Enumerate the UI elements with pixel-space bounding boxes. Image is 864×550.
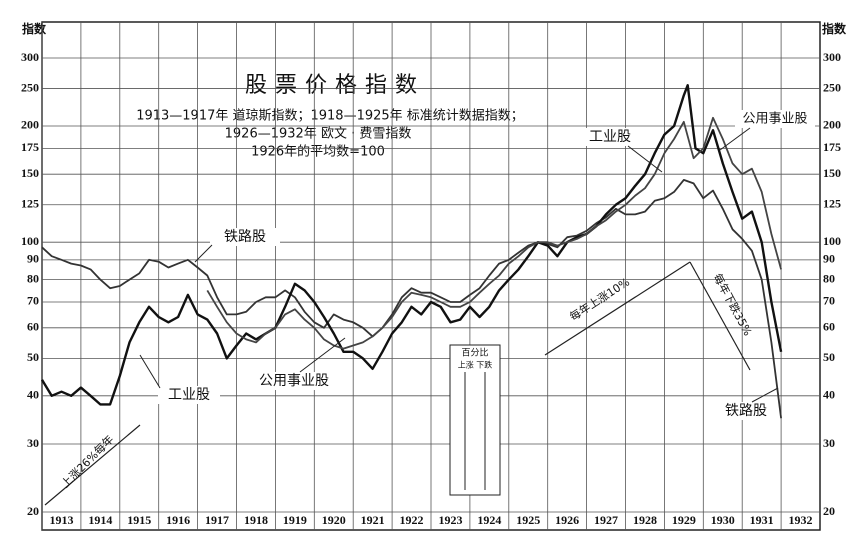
subtitle: 1913—1917年 道琼斯指数；1918—1925年 标准统计数据指数；: [136, 109, 524, 124]
x-tick-label: 1921: [361, 513, 385, 527]
y-tick-label: 90: [27, 252, 39, 266]
x-tick-label: 1927: [594, 513, 618, 527]
chart-title: 股票价格指数: [245, 73, 425, 98]
y-tick-label: 150: [21, 166, 39, 180]
subtitle: 1926年的平均数=100: [251, 144, 385, 160]
y-tick-label: 40: [823, 388, 835, 402]
y-tick-label: 125: [823, 197, 841, 211]
x-tick-label: 1919: [283, 513, 307, 527]
leader-line: [719, 127, 751, 151]
series-label: 公用事业股: [742, 112, 807, 127]
x-tick-label: 1914: [88, 513, 112, 527]
y-tick-label: 20: [823, 504, 835, 518]
y-tick-label: 125: [21, 197, 39, 211]
y-tick-label: 250: [823, 80, 841, 94]
y-tick-label: 300: [21, 50, 39, 64]
leader-line: [627, 145, 663, 173]
trend-line: [689, 261, 751, 371]
x-tick-label: 1923: [438, 513, 462, 527]
x-tick-label: 1926: [555, 513, 579, 527]
x-tick-label: 1924: [477, 513, 501, 527]
x-tick-label: 1932: [789, 513, 813, 527]
y-tick-label: 60: [27, 320, 39, 334]
series-line: [41, 179, 782, 419]
y-tick-label: 70: [27, 294, 39, 308]
inset-label: 百分比: [461, 347, 488, 359]
y-axis-label: 指数: [822, 21, 847, 36]
y-tick-label: 100: [21, 234, 39, 248]
series-line: [206, 116, 782, 350]
series-label: 工业股: [168, 387, 210, 403]
y-tick-label: 50: [27, 350, 39, 364]
y-tick-label: 80: [823, 271, 835, 285]
title-backdrop: [185, 70, 485, 100]
x-tick-label: 1922: [400, 513, 424, 527]
x-tick-label: 1915: [127, 513, 151, 527]
leader-line: [139, 354, 161, 389]
x-tick-label: 1925: [516, 513, 540, 527]
y-tick-label: 300: [823, 50, 841, 64]
x-tick-label: 1930: [711, 513, 735, 527]
leader-line: [751, 387, 779, 403]
series-label: 公用事业股: [259, 373, 329, 389]
label-backdrop: [158, 386, 220, 404]
series-label: 工业股: [589, 129, 631, 145]
x-tick-label: 1917: [205, 513, 229, 527]
y-tick-label: 80: [27, 271, 39, 285]
y-tick-label: 175: [21, 140, 39, 154]
y-tick-label: 30: [27, 436, 39, 450]
x-tick-label: 1920: [322, 513, 346, 527]
leader-line: [194, 244, 213, 263]
trend-line: [544, 261, 691, 356]
series-label: 铁路股: [725, 403, 767, 419]
x-tick-label: 1931: [750, 513, 774, 527]
inset-label: 上涨 下跌: [458, 360, 493, 370]
label-backdrop: [735, 110, 815, 128]
y-tick-label: 250: [21, 80, 39, 94]
x-tick-label: 1928: [633, 513, 657, 527]
leader-line: [299, 337, 346, 373]
y-tick-label: 20: [27, 504, 39, 518]
x-tick-label: 1918: [244, 513, 268, 527]
trend-line: [44, 424, 141, 506]
x-tick-label: 1916: [166, 513, 190, 527]
y-tick-label: 60: [823, 320, 835, 334]
y-tick-label: 175: [823, 140, 841, 154]
y-axis-label: 指数: [22, 21, 47, 36]
label-backdrop: [248, 372, 340, 390]
y-tick-label: 150: [823, 166, 841, 180]
y-tick-label: 200: [21, 118, 39, 132]
y-tick-label: 100: [823, 234, 841, 248]
series-label: 铁路股: [224, 229, 266, 245]
x-tick-label: 1929: [672, 513, 696, 527]
inset-scale: [449, 344, 501, 496]
label-backdrop: [580, 128, 640, 146]
y-tick-label: 70: [823, 294, 835, 308]
y-tick-label: 30: [823, 436, 835, 450]
label-backdrop: [210, 228, 280, 246]
label-backdrop: [715, 402, 777, 420]
y-tick-label: 50: [823, 350, 835, 364]
series-line: [40, 84, 783, 406]
subtitle: 1926—1932年 欧文 · 费雪指数: [225, 127, 412, 142]
y-tick-label: 40: [27, 388, 39, 402]
x-tick-label: 1913: [49, 513, 73, 527]
y-tick-label: 200: [823, 118, 841, 132]
y-tick-label: 90: [823, 252, 835, 266]
